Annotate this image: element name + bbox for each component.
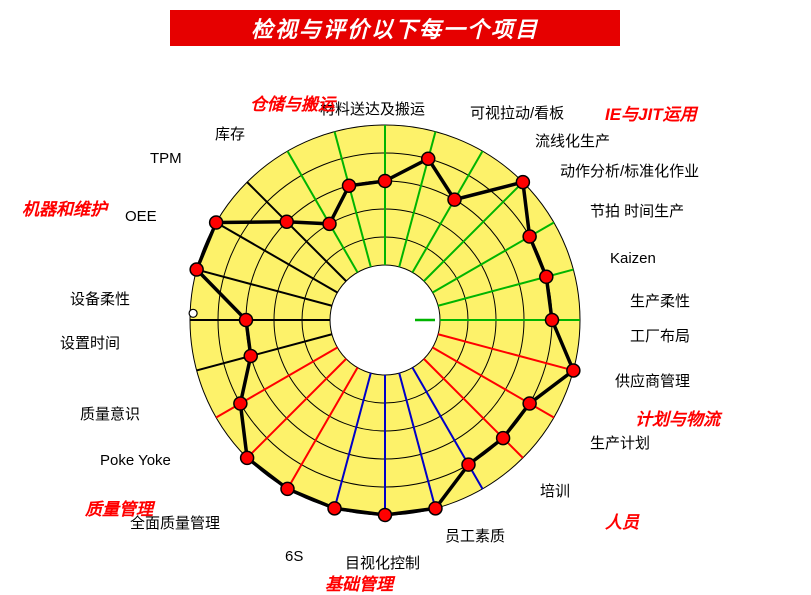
axis-label: 供应商管理 <box>615 370 690 391</box>
category-label: 仓储与搬运 <box>250 90 335 115</box>
axis-label: 设备柔性 <box>70 288 130 309</box>
axis-label: 员工素质 <box>445 525 505 546</box>
category-label: 基础管理 <box>325 570 393 595</box>
axis-label: 6S <box>285 548 303 565</box>
category-label: 计划与物流 <box>635 405 720 430</box>
axis-label: 库存 <box>215 123 245 144</box>
axis-label: OEE <box>125 208 157 225</box>
axis-label: 生产计划 <box>590 432 650 453</box>
category-label: 质量管理 <box>85 495 153 520</box>
axis-label: 培训 <box>540 480 570 501</box>
axis-label: Poke Yoke <box>100 452 171 469</box>
axis-label: 材料送达及搬运 <box>320 98 425 119</box>
category-label: 人员 <box>605 508 639 533</box>
axis-label: TPM <box>150 150 182 167</box>
axis-label: 设置时间 <box>60 332 120 353</box>
axis-label: 可视拉动/看板 <box>470 102 564 123</box>
category-label: 机器和维护 <box>22 195 107 220</box>
axis-label: 动作分析/标准化作业 <box>560 160 699 181</box>
axis-label: 质量意识 <box>80 403 140 424</box>
axis-label: 生产柔性 <box>630 290 690 311</box>
category-label: IE与JIT运用 <box>605 100 697 125</box>
axis-label: 流线化生产 <box>535 130 610 151</box>
axis-label: Kaizen <box>610 250 656 267</box>
axis-label: 节拍 时间生产 <box>590 200 684 221</box>
axis-label: 工厂布局 <box>630 325 690 346</box>
